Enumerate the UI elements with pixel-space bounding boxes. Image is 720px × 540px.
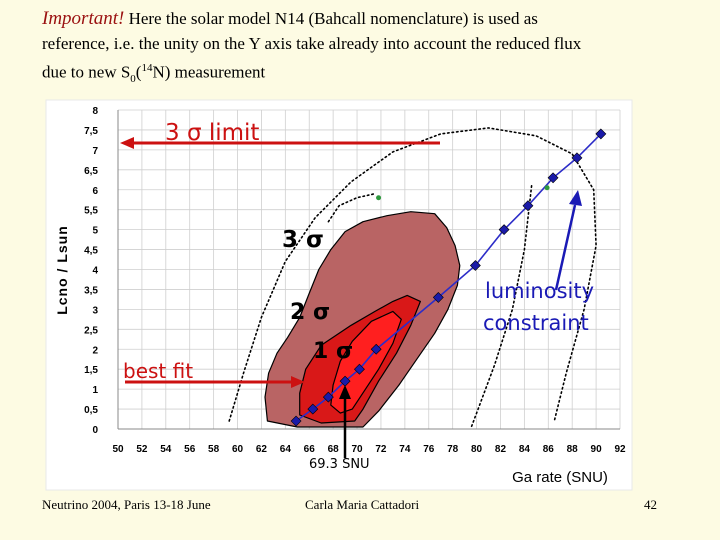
x-tick-label: 74	[399, 444, 411, 455]
snu-label: 69.3 SNU	[309, 457, 370, 472]
y-tick-label: 3,5	[84, 285, 98, 296]
best-fit-label: best fit	[123, 359, 193, 383]
y-tick-label: 5,5	[84, 206, 98, 217]
grid	[117, 109, 621, 430]
dotted-ellipse-outer	[228, 127, 597, 422]
sigma1-label: 1 σ	[313, 339, 353, 364]
x-tick-label: 68	[328, 444, 340, 455]
title-line-1: Here the solar model N14 (Bahcall nomenc…	[124, 9, 538, 28]
y-tick-label: 6,5	[84, 166, 98, 177]
green-marker	[376, 195, 382, 201]
y-tick-label: 2,5	[84, 325, 98, 336]
lum-label-2: constraint	[483, 311, 589, 335]
y-tick-label: 1	[92, 385, 98, 396]
y-tick-label: 4	[92, 266, 98, 277]
x-tick-label: 88	[567, 444, 579, 455]
x-tick-label: 92	[614, 444, 626, 455]
dotted-ellipse	[228, 127, 597, 430]
x-tick-label: 62	[256, 444, 268, 455]
title-line-2: reference, i.e. the unity on the Y axis …	[42, 34, 582, 53]
y-tick-label: 4,5	[84, 246, 98, 257]
x-tick-label: 50	[112, 444, 124, 455]
x-tick-label: 52	[136, 444, 148, 455]
snu-arrow-head	[339, 385, 351, 399]
green-marker	[544, 185, 550, 191]
y-tick-label: 1,5	[84, 365, 98, 376]
y-tick-label: 7	[92, 146, 98, 157]
title-sup: 14	[141, 62, 153, 74]
x-tick-label: 76	[423, 444, 435, 455]
x-tick-label: 54	[160, 444, 172, 455]
y-tick-label: 0,5	[84, 405, 98, 416]
y-tick-label: 5	[92, 226, 98, 237]
sigma3-label: 3 σ	[282, 227, 324, 253]
lum-arrow-head	[569, 190, 582, 206]
slide-title: Important! Here the solar model N14 (Bah…	[42, 6, 702, 92]
data-point	[595, 128, 607, 140]
x-tick-label: 82	[495, 444, 507, 455]
x-tick-label: 84	[519, 444, 531, 455]
x-tick-label: 80	[471, 444, 483, 455]
y-tick-label: 2	[92, 345, 98, 356]
title-line-3-pre: due to new S	[42, 62, 131, 82]
y-axis-label: Lcno / Lsun	[54, 225, 70, 315]
footer-page-number: 42	[644, 497, 657, 512]
data-point	[547, 172, 559, 184]
x-tick-label: 86	[543, 444, 555, 455]
data-point	[322, 391, 334, 403]
annotations: 3 σ limit 3 σ 2 σ 1 σ best fit 69.3 SNU lumino…	[120, 120, 594, 472]
luminosity-points	[290, 128, 607, 427]
x-tick-label: 78	[447, 444, 459, 455]
y-tick-label: 8	[92, 106, 98, 117]
data-point	[370, 343, 382, 355]
y-tick-label: 6	[92, 186, 98, 197]
sigma2-label: 2 σ	[290, 300, 330, 325]
data-point	[469, 260, 481, 271]
data-point	[522, 200, 534, 212]
lum-label-1: luminosity	[485, 279, 594, 303]
lum-arrow-line	[554, 204, 577, 291]
title-line-3-mid: (	[135, 62, 142, 82]
y-tick-label: 0	[92, 425, 98, 436]
data-point	[432, 291, 444, 303]
x-tick-label: 72	[375, 444, 387, 455]
x-tick-label: 58	[208, 444, 220, 455]
x-tick-label: 56	[184, 444, 196, 455]
dotted-ellipse-inner-right	[469, 185, 533, 430]
dotted-ellipse-inner-left	[327, 192, 376, 223]
data-point	[571, 152, 583, 164]
x-tick-label: 90	[591, 444, 603, 455]
x-axis-label: Ga rate (SNU)	[512, 469, 608, 486]
footer-author: Carla Maria Cattadori	[305, 497, 420, 512]
footer-event: Neutrino 2004, Paris 13-18 June	[42, 497, 211, 512]
x-tick-label: 60	[232, 444, 244, 455]
y-tick-label: 7,5	[84, 126, 98, 137]
limit-label: 3 σ limit	[165, 120, 259, 146]
y-tick-label: 3	[92, 305, 98, 316]
title-sub: 0	[130, 73, 136, 86]
data-point	[307, 403, 319, 415]
important-label: Important!	[42, 8, 125, 29]
best-fit-arrow-head	[291, 376, 305, 388]
data-point	[290, 415, 302, 427]
x-tick-label: 64	[280, 444, 292, 455]
limit-arrow-head	[120, 137, 134, 149]
title-line-3-post: N) measurement	[152, 62, 266, 82]
data-point	[354, 363, 365, 375]
x-tick-label: 66	[304, 444, 316, 455]
ticks: 0 0,5 1 1,5 2 2,5 3 3,5 4 4,5 5 5,5 6 6,5 7 7,5 8 50 52 54 5…	[84, 106, 626, 455]
x-tick-label: 70	[351, 444, 363, 455]
data-point	[498, 224, 510, 236]
